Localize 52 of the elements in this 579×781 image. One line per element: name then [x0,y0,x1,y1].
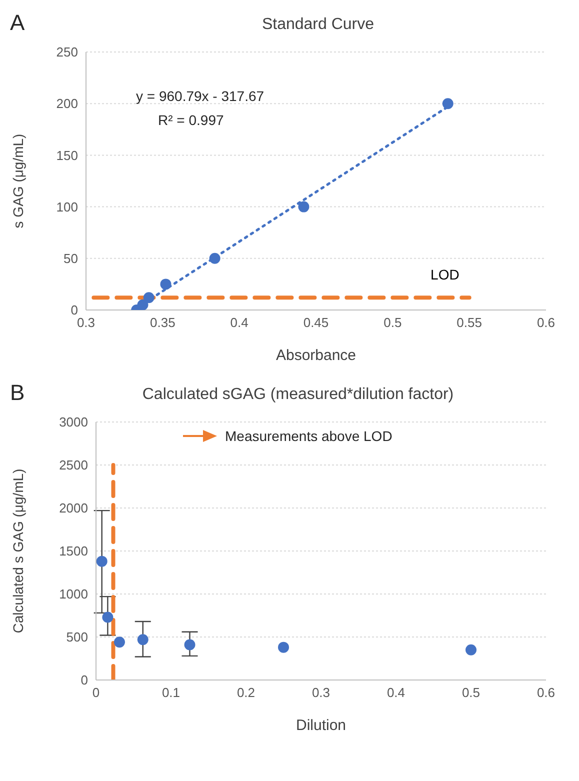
point [160,278,172,290]
point [102,612,114,623]
y-tick-label: 1000 [59,586,88,602]
y-axis-title: s GAG (μg/mL) [10,134,26,228]
annotation: Measurements above LOD [225,428,392,444]
y-tick-label: 2500 [59,458,88,473]
x-axis-title: Absorbance [276,347,356,364]
x-tick-label: 0.4 [386,685,406,700]
x-tick-label: 0.1 [162,685,180,700]
x-tick-label: 0.2 [236,685,256,700]
y-tick-label: 0 [80,672,88,688]
point [184,639,196,650]
point [137,634,148,646]
x-tick-label: 0.3 [312,685,330,700]
series-label: LOD [430,266,460,283]
x-tick-label: 0.55 [456,315,482,330]
annotation: y = 960.79x - 317.67 [136,88,264,104]
y-tick-label: 1500 [59,544,88,559]
y-tick-label: 0 [70,302,78,318]
x-tick-label: 0 [92,685,100,700]
point [137,299,148,310]
point [96,556,108,567]
x-tick-label: 0.5 [384,315,402,330]
point [466,644,476,656]
y-tick-label: 2000 [59,500,88,516]
annotation: R² = 0.997 [158,112,224,128]
y-tick-label: 50 [64,251,78,266]
y-tick-label: 500 [66,630,88,645]
point [278,642,289,653]
y-tick-label: 250 [56,44,78,60]
y-tick-label: 150 [56,148,78,163]
x-axis-title: Dilution [296,717,346,734]
text: A [10,10,25,36]
y-tick-label: 200 [56,96,78,112]
x-tick-label: 0.3 [76,315,96,330]
text: B [10,380,25,406]
y-axis-title: Calculated s GAG (μg/mL) [10,468,26,634]
x-tick-label: 0.6 [536,315,556,330]
x-tick-label: 0.45 [303,315,329,330]
chart-title: Calculated sGAG (measured*dilution factor) [142,386,454,403]
point [114,636,125,648]
x-tick-label: 0.5 [462,685,480,700]
y-tick-label: 3000 [59,414,88,430]
point [298,201,310,212]
chart-title: Standard Curve [262,16,374,33]
x-tick-label: 0.6 [536,685,556,700]
point [442,98,454,110]
x-tick-label: 0.35 [150,315,176,330]
x-tick-label: 0.4 [230,315,248,330]
point [143,292,154,304]
y-tick-label: 100 [56,199,78,214]
point [209,252,220,264]
